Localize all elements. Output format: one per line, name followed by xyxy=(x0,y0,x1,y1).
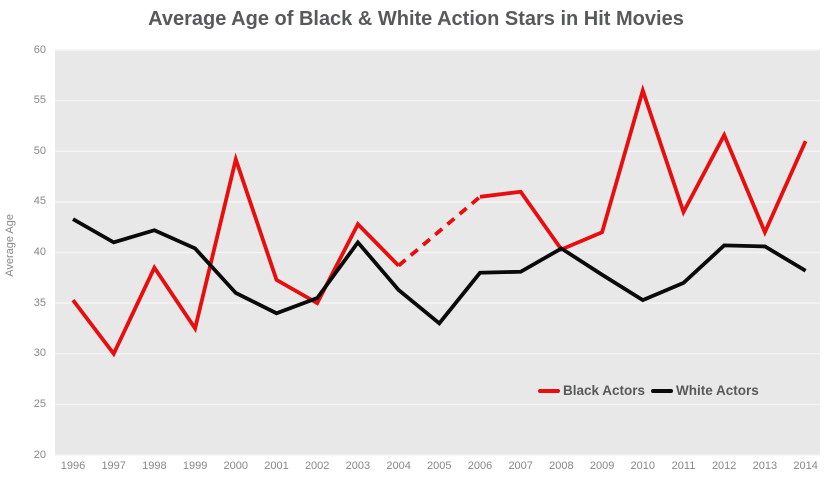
legend-label-black-actors: Black Actors xyxy=(563,383,646,398)
x-tick-label: 2004 xyxy=(386,460,411,472)
y-tick-label: 35 xyxy=(33,296,46,309)
legend-item-black-actors: Black Actors xyxy=(538,383,645,398)
x-tick-label: 2012 xyxy=(711,460,737,472)
legend-item-white-actors: White Actors xyxy=(651,383,759,398)
x-tick-label: 1997 xyxy=(101,460,126,472)
x-tick-label: 2010 xyxy=(630,460,656,472)
chart-title: Average Age of Black & White Action Star… xyxy=(148,8,684,30)
x-tick-label: 2008 xyxy=(549,460,574,472)
x-tick-label: 2003 xyxy=(345,460,371,472)
x-tick-label: 1996 xyxy=(60,460,86,472)
legend-swatch-white-actors-icon xyxy=(651,388,674,393)
y-tick-label: 60 xyxy=(33,43,46,56)
legend: Black Actors White Actors xyxy=(538,383,759,398)
y-tick-label: 20 xyxy=(33,448,46,461)
x-tick-label: 2001 xyxy=(264,460,289,472)
y-tick-label: 30 xyxy=(33,347,46,360)
x-tick-label: 1999 xyxy=(182,460,208,472)
x-tick-label: 2007 xyxy=(508,460,533,472)
y-tick-label: 50 xyxy=(33,144,46,157)
y-tick-label: 45 xyxy=(33,195,46,208)
x-tick-label: 1998 xyxy=(142,460,167,472)
y-tick-label: 40 xyxy=(33,246,46,258)
y-tick-label: 55 xyxy=(33,94,46,107)
x-tick-label: 2000 xyxy=(223,460,249,472)
x-tick-label: 2013 xyxy=(752,460,778,472)
x-tick-label: 2014 xyxy=(793,460,818,472)
x-tick-label: 2011 xyxy=(671,460,696,472)
x-tick-label: 2002 xyxy=(304,460,330,472)
legend-swatch-black-actors-icon xyxy=(538,388,560,393)
x-tick-label: 2005 xyxy=(427,460,452,472)
legend-label-white-actors: White Actors xyxy=(676,383,759,398)
x-tick-label: 2009 xyxy=(589,460,615,472)
x-tick-label: 2006 xyxy=(467,460,493,472)
y-tick-label: 25 xyxy=(33,397,46,410)
